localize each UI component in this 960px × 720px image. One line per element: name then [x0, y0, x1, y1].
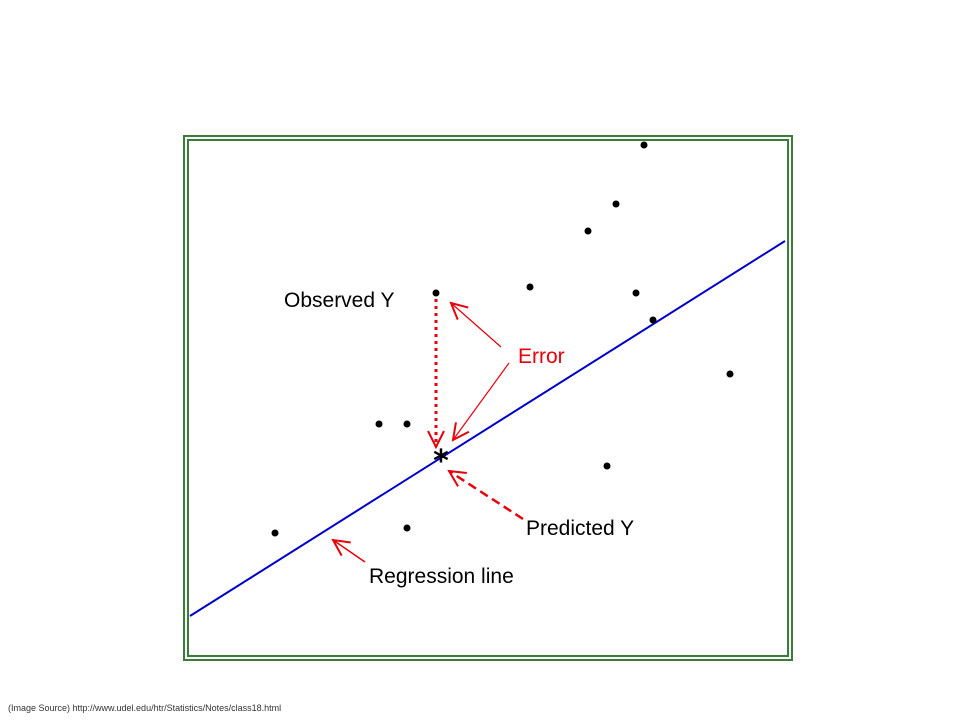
data-point [726, 370, 734, 378]
data-point [271, 529, 279, 537]
regression-label: Regression line [369, 565, 514, 588]
data-point [375, 420, 383, 428]
error-arrow-to-observed [451, 303, 502, 348]
regression-arrow [333, 540, 366, 563]
data-point [612, 200, 620, 208]
data-point [640, 141, 648, 149]
regression-diagram: * Observed Y Error Predicted Y Regressio… [183, 135, 793, 661]
data-points [271, 141, 734, 537]
data-point [603, 462, 611, 470]
predicted-label: Predicted Y [526, 517, 634, 540]
data-point [432, 289, 440, 297]
error-arrow-to-predicted [453, 362, 510, 440]
error-label: Error [518, 345, 565, 368]
frame-inner [187, 139, 789, 657]
diagram-canvas: * Observed Y Error Predicted Y Regressio… [183, 135, 793, 661]
frame-outer [183, 135, 793, 661]
regression-line [189, 240, 786, 617]
observed-label: Observed Y [284, 289, 395, 312]
image-source-caption: (Image Source) http://www.udel.edu/htr/S… [8, 703, 282, 713]
data-point [403, 524, 411, 532]
data-point [632, 289, 640, 297]
predicted-star: * [433, 444, 449, 479]
predicted-dashed-arrow [449, 471, 524, 521]
data-point [403, 420, 411, 428]
data-point [584, 227, 592, 235]
data-point [526, 283, 534, 291]
data-point [649, 316, 657, 324]
